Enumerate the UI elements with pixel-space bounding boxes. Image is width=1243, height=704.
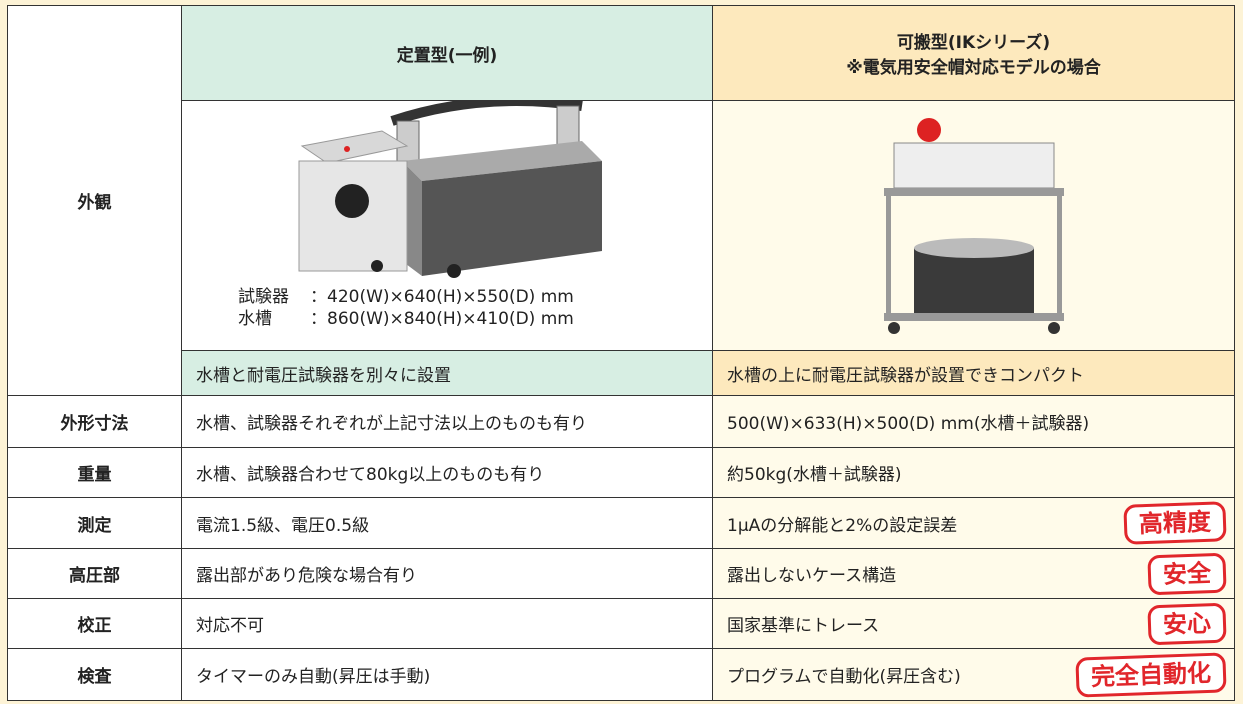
header-row: 外観 定置型(一例) 可搬型(IKシリーズ) ※電気用安全帽対応モデルの場合 <box>7 5 1235 396</box>
badge: 安全 <box>1147 552 1227 595</box>
cell-text: 露出しないケース構造 <box>727 566 897 586</box>
portable-cell: 約50kg(水槽＋試験器) <box>712 447 1235 498</box>
portable-cell: 露出しないケース構造 安全 <box>712 548 1235 599</box>
table-row: 外形寸法 水槽、試験器それぞれが上記寸法以上のものも有り 500(W)×633(H)… <box>7 395 1235 448</box>
stationary-cell: 水槽、試験器合わせて80kg以上のものも有り <box>181 447 713 498</box>
stationary-cell: 水槽、試験器それぞれが上記寸法以上のものも有り <box>181 395 713 448</box>
row-label: 高圧部 <box>7 548 182 599</box>
stationary-cell: タイマーのみ自動(昇圧は手動) <box>181 648 713 701</box>
image-cell: 試験器 ：420(W)×640(H)×550(D) mm 水槽 ：860(W)×840… <box>181 96 713 351</box>
portable-cell: 国家基準にトレース 安心 <box>712 598 1235 649</box>
stationary-cell: 対応不可 <box>181 598 713 649</box>
image-cell <box>712 100 1235 351</box>
note: 水槽の上に耐電圧試験器が設置できコンパクト <box>712 350 1235 396</box>
image-row: 試験器 ：420(W)×640(H)×550(D) mm 水槽 ：860(W)×840… <box>8 96 1235 351</box>
table-row: 校正 対応不可 国家基準にトレース 安心 <box>7 598 1235 649</box>
row-label: 重量 <box>7 447 182 498</box>
table-row: 高圧部 露出部があり危険な場合有り 露出しないケース構造 安全 <box>7 548 1235 599</box>
dimension-line: 試験器 ：420(W)×640(H)×550(D) mm <box>238 286 712 308</box>
portable-cell: 1μAの分解能と2%の設定誤差 高精度 <box>712 497 1235 549</box>
badge: 高精度 <box>1123 501 1227 545</box>
stationary-illustration <box>298 96 602 278</box>
dimension-value: ：420(W)×640(H)×550(D) mm <box>310 287 574 307</box>
header-line: ※電気用安全帽対応モデルの場合 <box>846 58 1101 78</box>
badge: 完全自動化 <box>1075 651 1227 698</box>
table-row: 重量 水槽、試験器合わせて80kg以上のものも有り 約50kg(水槽＋試験器) <box>7 447 1235 498</box>
header-line: 定置型(一例) <box>396 45 498 66</box>
row-label: 外観 <box>7 5 182 396</box>
badge: 安心 <box>1147 602 1227 645</box>
column-header: 定置型(一例) <box>181 5 713 101</box>
column-header: 可搬型(IKシリーズ) ※電気用安全帽対応モデルの場合 <box>712 5 1235 101</box>
dimension-name: 試験器 <box>238 287 289 307</box>
cell-text: 1μAの分解能と2%の設定誤差 <box>727 515 958 536</box>
table-body: 外観 定置型(一例) 可搬型(IKシリーズ) ※電気用安全帽対応モデルの場合 <box>7 5 1235 701</box>
note-row: 水槽と耐電圧試験器を別々に設置 水槽の上に耐電圧試験器が設置できコンパクト <box>8 350 1235 396</box>
stationary-cell: 露出部があり危険な場合有り <box>181 548 713 599</box>
cell-text: 500(W)×633(H)×500(D) mm(水槽＋試験器) <box>727 414 1090 434</box>
dimension-value: ：860(W)×840(H)×410(D) mm <box>310 309 574 329</box>
row-label: 検査 <box>7 648 182 701</box>
cell-text: 国家基準にトレース <box>727 616 880 636</box>
header-line: 可搬型(IKシリーズ) <box>896 33 1051 53</box>
note: 水槽と耐電圧試験器を別々に設置 <box>181 350 713 396</box>
cell-text: 約50kg(水槽＋試験器) <box>727 465 902 485</box>
table-row: 測定 電流1.5級、電圧0.5級 1μAの分解能と2%の設定誤差 高精度 <box>7 497 1235 549</box>
portable-cell: 500(W)×633(H)×500(D) mm(水槽＋試験器) <box>712 395 1235 448</box>
stationary-cell: 電流1.5級、電圧0.5級 <box>181 497 713 549</box>
dimension-line: 水槽 ：860(W)×840(H)×410(D) mm <box>238 308 712 330</box>
portable-cell: プログラムで自動化(昇圧含む) 完全自動化 <box>712 648 1235 701</box>
portable-illustration <box>883 118 1064 334</box>
cell-text: プログラムで自動化(昇圧含む) <box>727 667 961 687</box>
row-label: 外形寸法 <box>7 395 182 448</box>
dimension-name: 水槽 <box>238 309 272 329</box>
comparison-table: 外観 定置型(一例) 可搬型(IKシリーズ) ※電気用安全帽対応モデルの場合 <box>7 5 1235 701</box>
dimensions: 試験器 ：420(W)×640(H)×550(D) mm 水槽 ：860(W)×840… <box>238 286 712 330</box>
table-row: 検査 タイマーのみ自動(昇圧は手動) プログラムで自動化(昇圧含む) 完全自動化 <box>7 648 1235 701</box>
row-label: 測定 <box>7 497 182 549</box>
row-label: 校正 <box>7 598 182 649</box>
